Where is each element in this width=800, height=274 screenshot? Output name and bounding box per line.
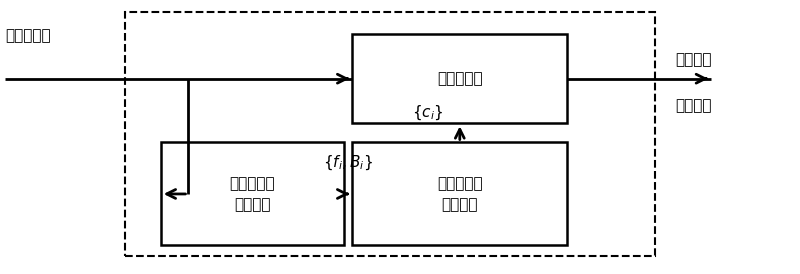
Bar — [125, 12, 655, 256]
Text: 干扰瞬时: 干扰瞬时 — [675, 52, 711, 67]
Text: 窄带滤波器: 窄带滤波器 — [437, 71, 482, 86]
Bar — [352, 142, 567, 246]
Bar — [352, 34, 567, 124]
Text: 窄带滤波器
参数计算: 窄带滤波器 参数计算 — [437, 176, 482, 212]
Bar — [161, 142, 344, 246]
Text: 幅度估计: 幅度估计 — [675, 98, 711, 113]
Text: 中心频率及
带宽估计: 中心频率及 带宽估计 — [230, 176, 275, 212]
Text: $\{f_i, B_i\}$: $\{f_i, B_i\}$ — [323, 154, 373, 172]
Text: 解调后输出: 解调后输出 — [6, 28, 51, 44]
Text: $\{c_i\}$: $\{c_i\}$ — [412, 104, 443, 122]
